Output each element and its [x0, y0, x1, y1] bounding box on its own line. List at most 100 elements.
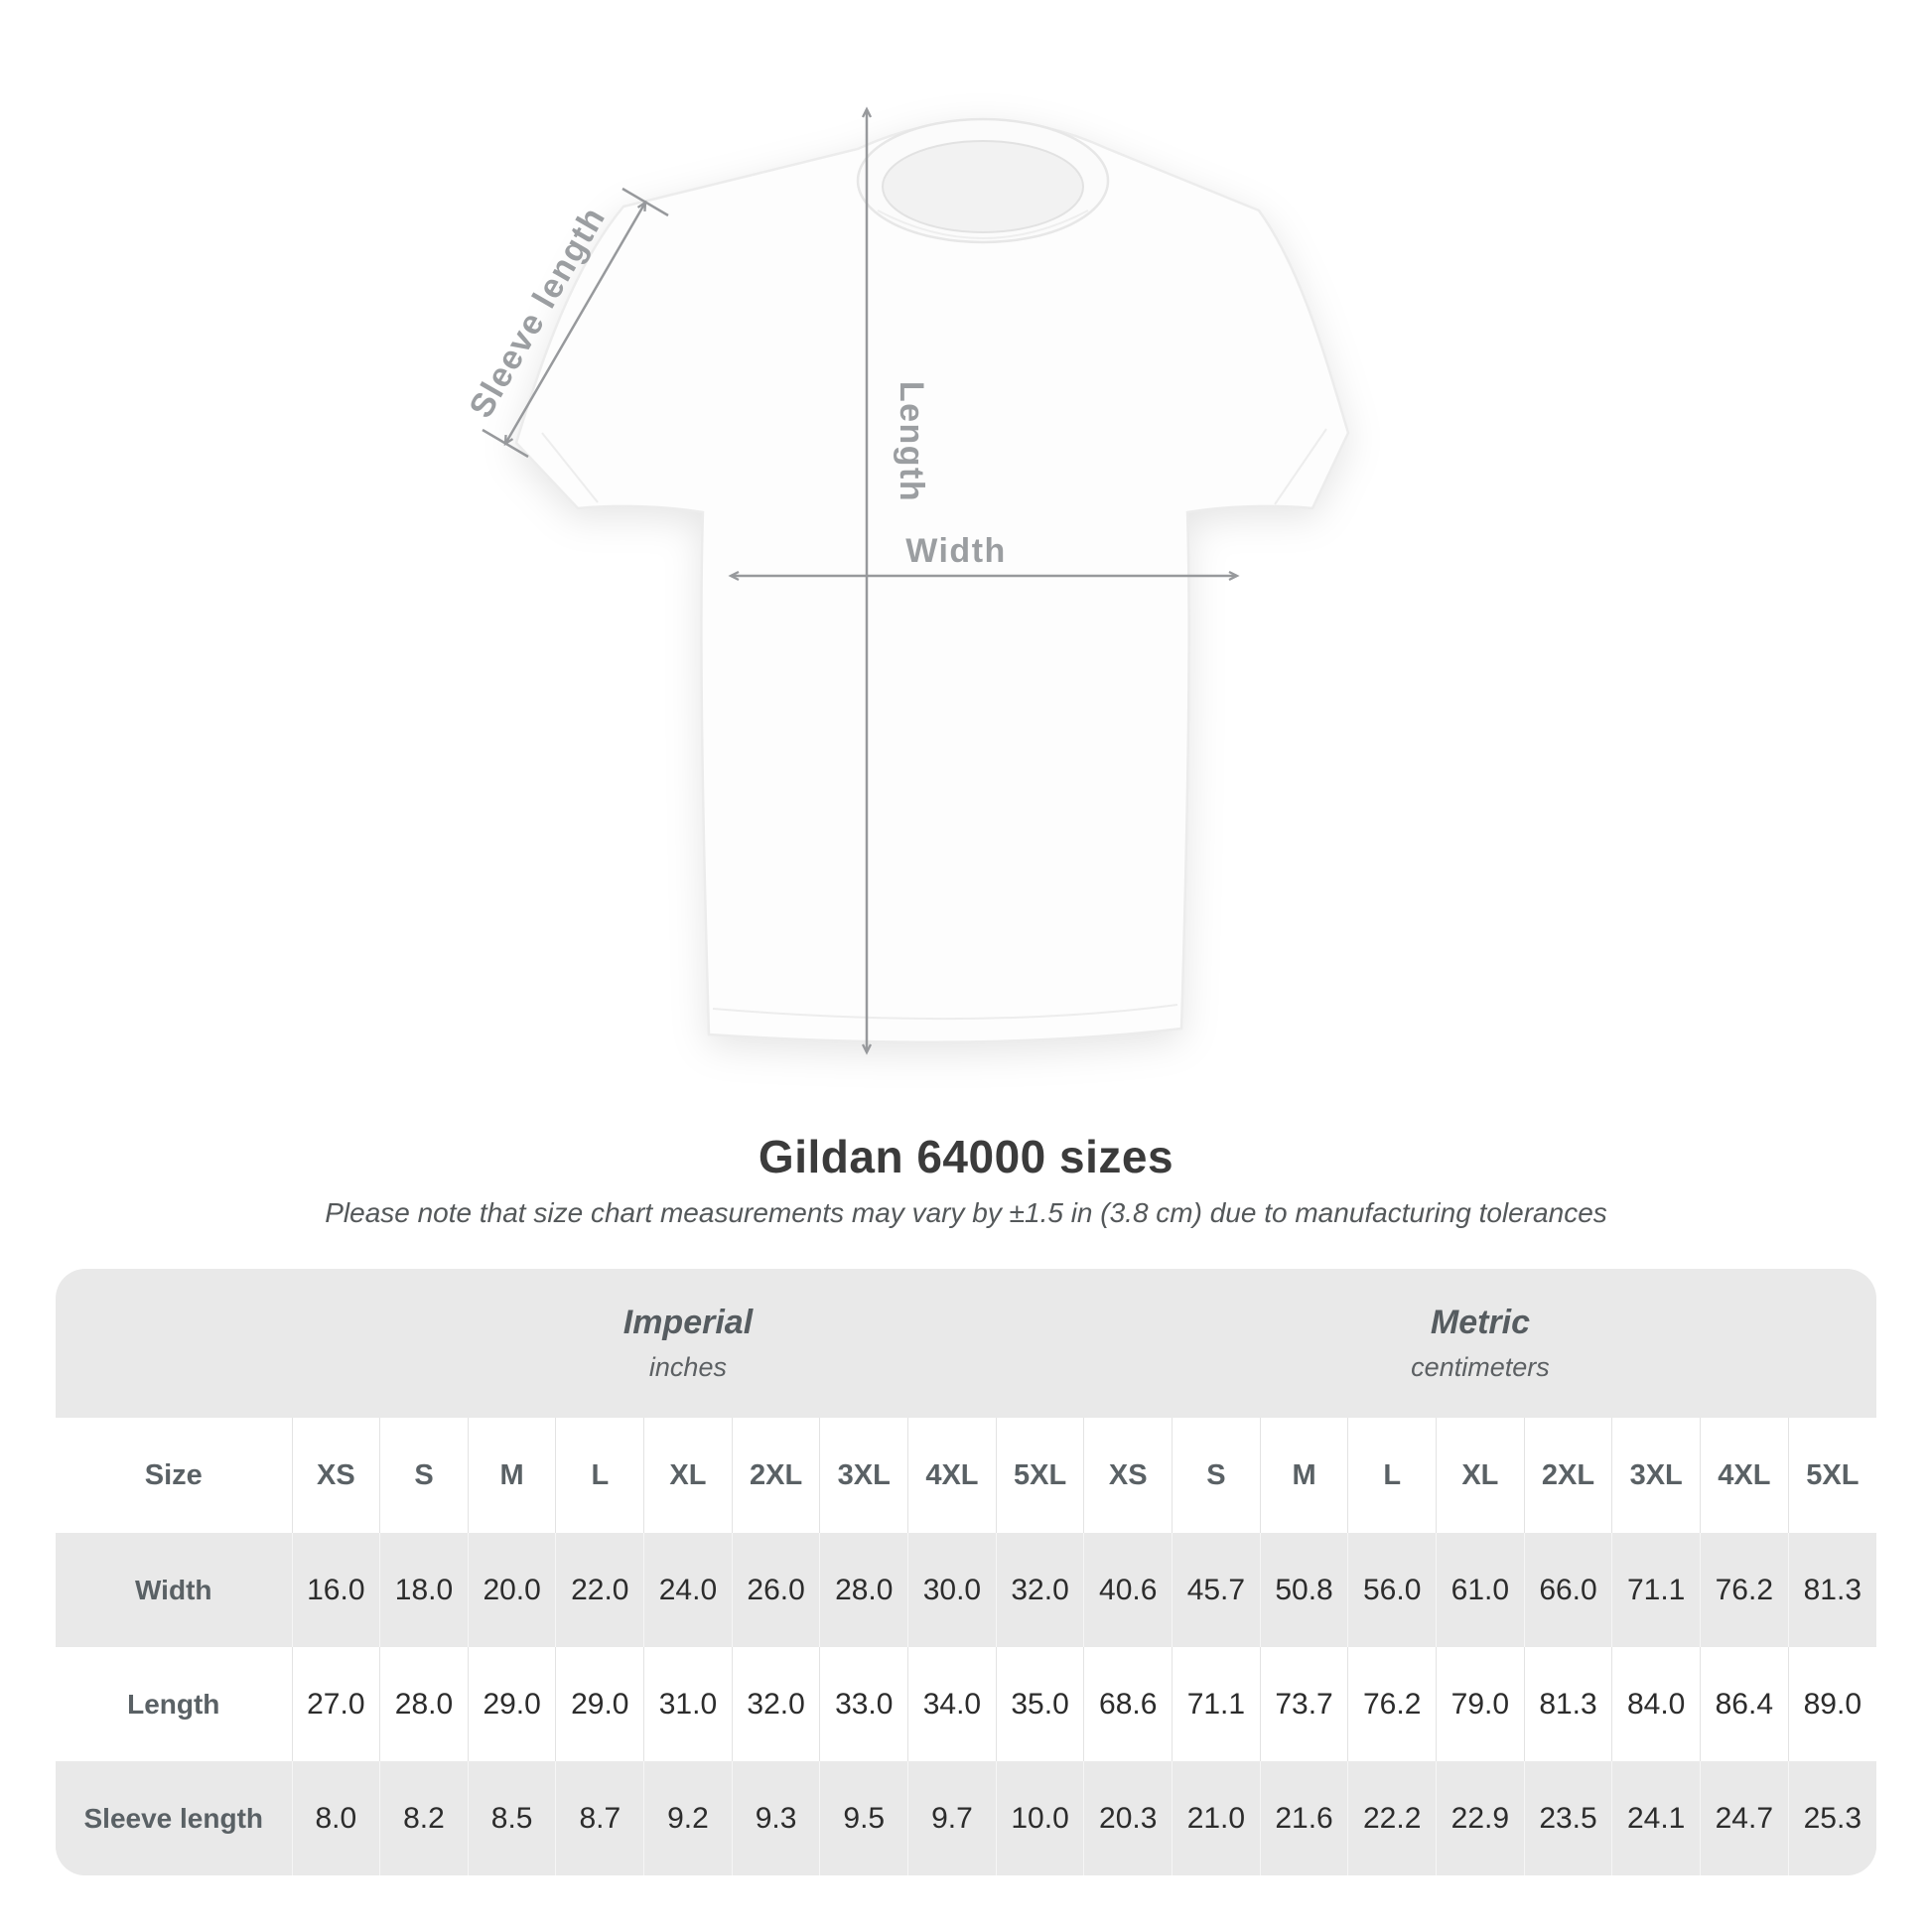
value-cell: 25.3	[1787, 1761, 1876, 1875]
sleeve-arrow-top-tick	[621, 187, 669, 217]
metric-size-m: M	[1259, 1418, 1348, 1533]
size-header-row: Size XS S M L XL 2XL 3XL 4XL 5XL XS S M …	[56, 1418, 1876, 1533]
sleeve-length-row-label: Sleeve length	[83, 1802, 263, 1834]
value-cell: 28.0	[379, 1647, 469, 1761]
value-cell: 32.0	[731, 1647, 820, 1761]
value-cell: 71.1	[1172, 1647, 1261, 1761]
value-cell: 81.3	[1523, 1647, 1612, 1761]
value-cell: 10.0	[995, 1761, 1084, 1875]
metric-label: Metric	[1430, 1304, 1531, 1341]
value-cell: 79.0	[1436, 1647, 1525, 1761]
value-cell: 40.6	[1083, 1533, 1173, 1647]
value-cell: 23.5	[1523, 1761, 1612, 1875]
size-header: Size	[144, 1458, 203, 1491]
imperial-group-header: Imperial inches	[292, 1269, 1084, 1418]
value-cell: 86.4	[1700, 1647, 1789, 1761]
value-cell: 8.2	[379, 1761, 469, 1875]
value-cell: 76.2	[1347, 1647, 1437, 1761]
imperial-size-s: S	[379, 1418, 469, 1533]
value-cell: 8.0	[291, 1761, 380, 1875]
tshirt-illustration	[514, 117, 1350, 1043]
metric-size-2xl: 2XL	[1523, 1418, 1612, 1533]
value-cell: 16.0	[291, 1533, 380, 1647]
value-cell: 28.0	[819, 1533, 908, 1647]
metric-group-header: Metric centimeters	[1084, 1269, 1876, 1418]
value-cell: 21.6	[1259, 1761, 1348, 1875]
imperial-size-m: M	[467, 1418, 556, 1533]
value-cell: 18.0	[379, 1533, 469, 1647]
value-cell: 33.0	[819, 1647, 908, 1761]
value-cell: 8.7	[555, 1761, 644, 1875]
value-cell: 27.0	[291, 1647, 380, 1761]
value-cell: 61.0	[1436, 1533, 1525, 1647]
metric-size-4xl: 4XL	[1700, 1418, 1789, 1533]
imperial-size-l: L	[555, 1418, 644, 1533]
metric-size-s: S	[1172, 1418, 1261, 1533]
value-cell: 45.7	[1172, 1533, 1261, 1647]
collar-opening	[882, 140, 1084, 233]
width-row-label: Width	[135, 1574, 212, 1605]
title-block: Gildan 64000 sizes Please note that size…	[0, 1130, 1932, 1229]
width-dimension-label: Width	[905, 532, 1007, 570]
value-cell: 35.0	[995, 1647, 1084, 1761]
size-chart-table-container: Imperial inches Metric centimeters Size …	[56, 1269, 1876, 1875]
value-cell: 22.9	[1436, 1761, 1525, 1875]
value-cell: 22.0	[555, 1533, 644, 1647]
collar-stitch	[877, 209, 1089, 239]
value-cell: 31.0	[643, 1647, 733, 1761]
unit-group-spacer	[56, 1269, 292, 1418]
value-cell: 29.0	[555, 1647, 644, 1761]
hem-seam	[712, 1004, 1178, 1021]
metric-unit: centimeters	[1411, 1352, 1550, 1382]
value-cell: 84.0	[1611, 1647, 1701, 1761]
length-row: Length 27.0 28.0 29.0 29.0 31.0 32.0 33.…	[56, 1647, 1876, 1761]
right-cuff-seam	[1274, 428, 1327, 505]
value-cell: 34.0	[907, 1647, 997, 1761]
value-cell: 24.0	[643, 1533, 733, 1647]
value-cell: 9.3	[731, 1761, 820, 1875]
tshirt-body	[514, 118, 1350, 1043]
value-cell: 26.0	[731, 1533, 820, 1647]
value-cell: 89.0	[1787, 1647, 1876, 1761]
tshirt-diagram-svg: Width Length Sleeve length	[462, 106, 1350, 1055]
value-cell: 71.1	[1611, 1533, 1701, 1647]
value-cell: 81.3	[1787, 1533, 1876, 1647]
unit-group-row: Imperial inches Metric centimeters	[56, 1269, 1876, 1418]
imperial-size-xs: XS	[291, 1418, 380, 1533]
page-title: Gildan 64000 sizes	[758, 1131, 1174, 1182]
imperial-size-5xl: 5XL	[995, 1418, 1084, 1533]
width-row: Width 16.0 18.0 20.0 22.0 24.0 26.0 28.0…	[56, 1533, 1876, 1647]
imperial-unit: inches	[648, 1352, 727, 1382]
imperial-size-3xl: 3XL	[819, 1418, 908, 1533]
value-cell: 50.8	[1259, 1533, 1348, 1647]
value-cell: 8.5	[467, 1761, 556, 1875]
value-cell: 21.0	[1172, 1761, 1261, 1875]
value-cell: 9.2	[643, 1761, 733, 1875]
value-cell: 20.0	[467, 1533, 556, 1647]
value-cell: 22.2	[1347, 1761, 1437, 1875]
sleeve-length-arrow	[503, 200, 647, 447]
imperial-label: Imperial	[622, 1304, 754, 1341]
imperial-size-2xl: 2XL	[731, 1418, 820, 1533]
value-cell: 9.7	[907, 1761, 997, 1875]
length-row-label: Length	[127, 1688, 220, 1720]
value-cell: 68.6	[1083, 1647, 1173, 1761]
value-cell: 30.0	[907, 1533, 997, 1647]
tolerance-note: Please note that size chart measurements…	[325, 1197, 1607, 1228]
value-cell: 76.2	[1700, 1533, 1789, 1647]
imperial-size-4xl: 4XL	[907, 1418, 997, 1533]
value-cell: 20.3	[1083, 1761, 1173, 1875]
dimension-arrows	[482, 106, 1240, 1055]
value-cell: 66.0	[1523, 1533, 1612, 1647]
metric-size-xs: XS	[1083, 1418, 1173, 1533]
length-dimension-label: Length	[893, 381, 930, 502]
metric-size-5xl: 5XL	[1787, 1418, 1876, 1533]
metric-size-3xl: 3XL	[1611, 1418, 1701, 1533]
metric-size-l: L	[1347, 1418, 1437, 1533]
sleeve-length-row: Sleeve length 8.0 8.2 8.5 8.7 9.2 9.3 9.…	[56, 1761, 1876, 1875]
tshirt-measurement-diagram: Width Length Sleeve length	[462, 106, 1350, 1055]
value-cell: 73.7	[1259, 1647, 1348, 1761]
value-cell: 24.7	[1700, 1761, 1789, 1875]
sleeve-arrow-bottom-tick	[482, 428, 529, 459]
value-cell: 32.0	[995, 1533, 1084, 1647]
